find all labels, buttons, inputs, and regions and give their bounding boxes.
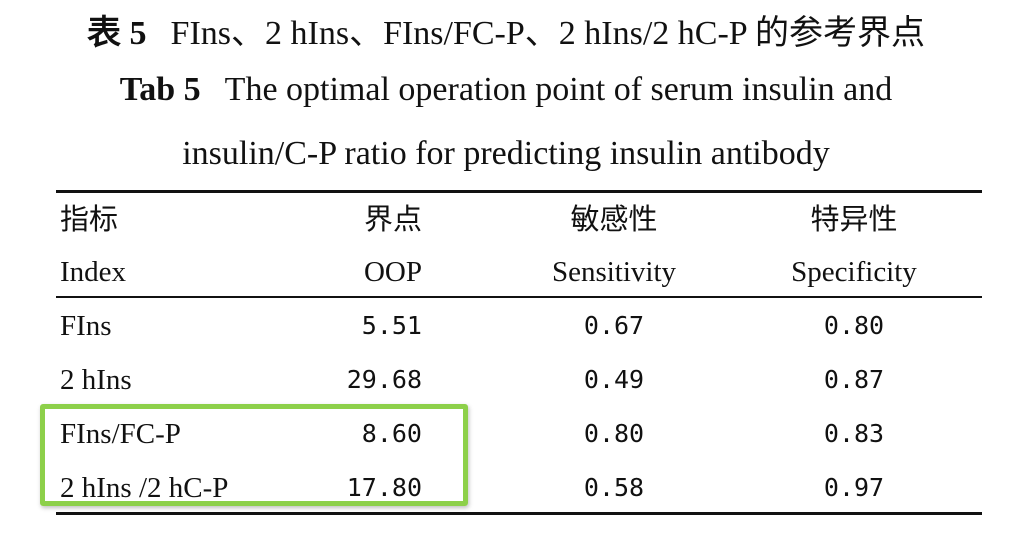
table-label-cn: 表 5 — [87, 15, 147, 52]
bottom-rule — [56, 512, 982, 515]
row-fins-specificity: 0.80 — [823, 311, 885, 340]
row-fins-oop: 5.51 — [361, 311, 422, 340]
header-index-en: Index — [60, 256, 127, 288]
row-2hins-2hcp-oop: 17.80 — [346, 473, 422, 502]
table-caption-cn: 表 5 FIns、2 hIns、FIns/FC-P、2 hIns/2 hC-P 的… — [0, 10, 1012, 58]
table-caption-en: Tab 5 The optimal operation point of seru… — [0, 66, 1012, 114]
row-2hins-index: 2 hIns — [60, 364, 132, 396]
header-oop-en: OOP — [363, 256, 422, 288]
header-rule — [56, 296, 982, 298]
table-title-cn: FIns、2 hIns、FIns/FC-P、2 hIns/2 hC-P 的参考界… — [170, 15, 925, 52]
row-2hins-sensitivity: 0.49 — [583, 365, 645, 394]
highlight-box — [40, 404, 468, 506]
row-fins-fcp-specificity: 0.83 — [823, 419, 885, 448]
row-fins-sensitivity: 0.67 — [583, 311, 645, 340]
row-2hins-2hcp-specificity: 0.97 — [823, 473, 885, 502]
header-sensitivity-cn: 敏感性 — [570, 204, 658, 236]
header-sensitivity-en: Sensitivity — [551, 256, 677, 288]
header-specificity-en: Specificity — [791, 256, 917, 288]
table-title-en-line2: insulin/C-P ratio for predicting insulin… — [182, 135, 830, 172]
row-2hins-oop: 29.68 — [346, 365, 422, 394]
row-2hins-specificity: 0.87 — [823, 365, 885, 394]
row-2hins-2hcp-sensitivity: 0.58 — [583, 473, 645, 502]
table-title-en-line1: The optimal operation point of serum ins… — [224, 71, 893, 108]
row-fins-fcp-sensitivity: 0.80 — [583, 419, 645, 448]
row-fins-fcp-index: FIns/FC-P — [60, 418, 181, 450]
row-fins-fcp-oop: 8.60 — [361, 419, 422, 448]
row-fins-index: FIns — [60, 310, 112, 342]
header-specificity-cn: 特异性 — [810, 204, 898, 236]
table-label-en: Tab 5 — [119, 71, 201, 108]
header-oop-cn: 界点 — [363, 204, 422, 236]
row-2hins-2hcp-index: 2 hIns /2 hC-P — [60, 472, 229, 504]
top-rule — [56, 190, 982, 193]
header-index-cn: 指标 — [60, 204, 119, 236]
